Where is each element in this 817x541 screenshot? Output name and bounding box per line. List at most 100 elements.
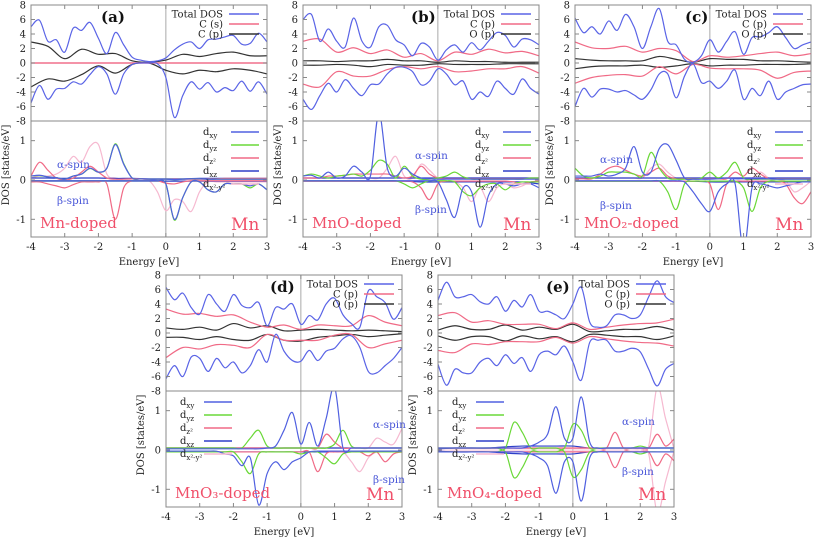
legend-label-main: d (747, 179, 754, 190)
x-tick-label: 3 (264, 242, 270, 253)
y-tick-label: -6 (151, 372, 161, 383)
series-op-down-line (303, 63, 539, 68)
y-tick-label: -8 (560, 117, 570, 128)
legend-label-sub: z² (186, 428, 193, 436)
series-cp-down-line (438, 335, 674, 354)
series-dxy-down-line (166, 450, 402, 506)
y-tick-label: 8 (155, 271, 161, 282)
legend-label-sub: yz (185, 415, 194, 423)
x-tick-label: 0 (707, 242, 713, 253)
element-label: Mn (231, 215, 259, 235)
y-tick-label: -2 (560, 73, 570, 84)
beta-spin-label: β-spin (373, 474, 405, 486)
dos-panel-b: 8 6 4 2 0 -2 -4 -6 -8 1 0 -1 -4 -3 -2 -1 0 1 2 3 Energy [eV]… (273, 1, 542, 269)
legend-label: dz² (452, 423, 465, 436)
y-tick-label: -1 (288, 215, 298, 226)
y-tick-label: -2 (151, 343, 161, 354)
panel-label: (d) (270, 278, 295, 296)
y-tick-label: 0 (155, 445, 161, 456)
legend-label-sub: x²-y² (458, 454, 474, 462)
x-tick-label: -1 (671, 242, 681, 253)
legend-label: dz² (475, 153, 488, 166)
legend-label: Total DOS (444, 10, 495, 21)
series-totaldos-up-line (438, 280, 674, 329)
series-dxy-up-line (575, 143, 811, 181)
y-tick-label: 1 (564, 136, 570, 147)
lower-plot: 1 0 -1 (151, 390, 403, 508)
y-axis-label: DOS [states/eV] (408, 395, 419, 476)
x-tick-label: -3 (467, 512, 477, 523)
legend-label-sub: z² (458, 428, 465, 436)
series-totaldos-down-line (303, 66, 539, 110)
legend-label-main: d (452, 397, 459, 408)
y-tick-label: 2 (564, 44, 570, 55)
x-tick-label: -2 (94, 242, 104, 253)
x-tick-label: 1 (468, 242, 474, 253)
legend-label-sub: xz (753, 171, 761, 179)
series-cp-up-line (31, 41, 267, 63)
series-dx2y2-up-line (438, 391, 674, 452)
y-tick-label: -2 (288, 73, 298, 84)
legend-label-sub: x²-y² (481, 184, 497, 192)
series-totaldos-up-line (303, 12, 539, 61)
legend-label-sub: x²-y² (753, 184, 769, 192)
legend-label: dz² (203, 153, 216, 166)
lower-frame (302, 120, 540, 238)
legend-label-main: d (203, 166, 210, 177)
legend-label-main: d (475, 153, 482, 164)
y-tick-label: 0 (564, 175, 570, 186)
y-tick-label: 0 (20, 59, 26, 70)
y-tick-label: -6 (560, 102, 570, 113)
legend-label-main: d (452, 410, 459, 421)
upper-plot: 8 6 4 2 0 -2 -4 -6 -8 (151, 271, 403, 398)
y-tick-label: -8 (16, 117, 26, 128)
y-tick-label: 1 (20, 136, 26, 147)
x-tick-label: -2 (229, 512, 239, 523)
y-tick-label: 4 (427, 300, 433, 311)
legend-label: Total DOS (579, 280, 630, 291)
legend-label: dxz (475, 166, 489, 179)
lower-series (575, 143, 811, 237)
beta-spin-label: β-spin (622, 466, 654, 478)
y-tick-label: -6 (288, 102, 298, 113)
x-tick-label: -1 (262, 512, 272, 523)
series-dxy-up-line (31, 144, 267, 181)
y-tick-label: -4 (151, 358, 161, 369)
legend-label-sub: z² (481, 158, 488, 166)
y-tick-label: -1 (16, 215, 26, 226)
y-tick-label: 0 (155, 329, 161, 340)
dopant-label: MnO-doped (312, 214, 402, 232)
series-cp-up-line (303, 38, 539, 62)
upper-plot: 8 6 4 2 0 -2 -4 -6 -8 (560, 1, 812, 128)
legend-label-main: d (475, 166, 482, 177)
upper-series (166, 286, 402, 380)
y-tick-label: -8 (423, 387, 433, 398)
legend-label: O (p) (741, 30, 767, 41)
series-totaldos-up-line (575, 7, 811, 64)
y-tick-label: 1 (427, 406, 433, 417)
dopant-label: MnO₄-doped (447, 484, 543, 502)
legend-label: C (p) (198, 30, 223, 41)
dopant-label: Mn-doped (40, 214, 117, 232)
series-dxy-up-line (438, 396, 674, 450)
lower-series (31, 141, 267, 221)
y-tick-label: 2 (20, 44, 26, 55)
dos-panel-d: 8 6 4 2 0 -2 -4 -6 -8 1 0 -1 -4 -3 -2 -1 0 1 2 3 Energy [eV]… (136, 271, 406, 539)
legend-label-sub: xy (186, 402, 194, 410)
x-tick-label: 0 (298, 512, 304, 523)
legend-label: dz² (747, 153, 760, 166)
legend-label-main: d (747, 140, 754, 151)
beta-spin-label: β-spin (415, 204, 447, 216)
legend-label: dyz (203, 140, 217, 153)
x-tick-label: -3 (604, 242, 614, 253)
x-axis-label: Energy [eV] (526, 527, 587, 538)
x-tick-label: 2 (230, 242, 236, 253)
legend-label-main: d (203, 153, 210, 164)
series-cp-up-line (166, 308, 402, 330)
legend-label-sub: xy (753, 132, 761, 140)
legend-label-main: d (203, 127, 210, 138)
legend-label: dxy (180, 397, 194, 410)
upper-plot: 8 6 4 2 0 -2 -4 -6 -8 (423, 271, 675, 398)
legend-label-main: d (747, 153, 754, 164)
